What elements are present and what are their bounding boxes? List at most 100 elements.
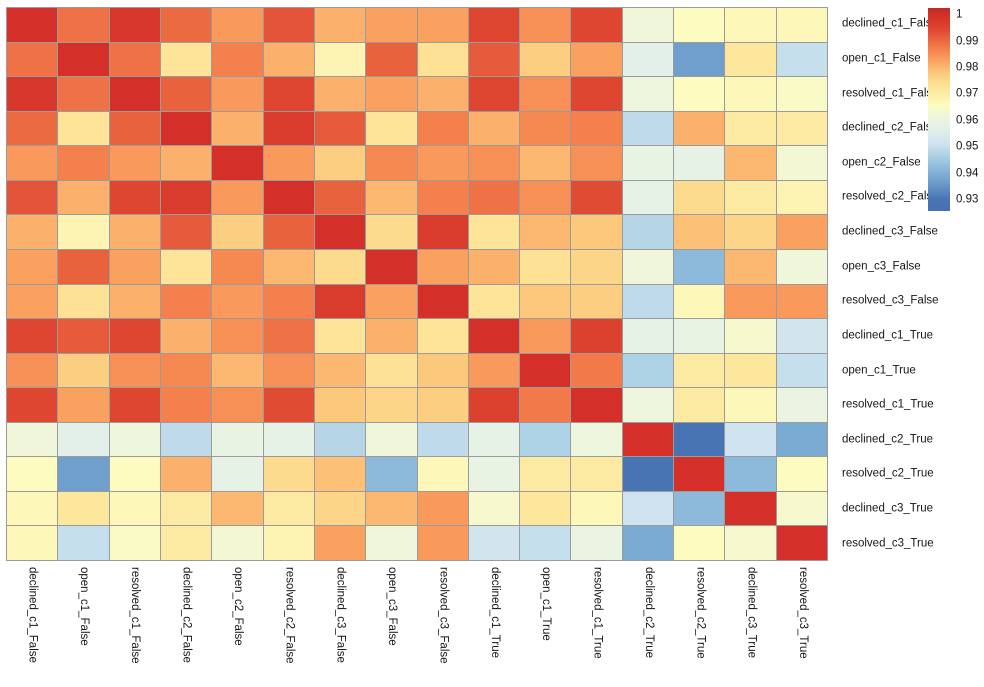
heatmap-cell bbox=[7, 423, 57, 457]
heatmap-cell bbox=[161, 388, 211, 422]
heatmap-cell bbox=[674, 319, 724, 353]
heatmap-cell bbox=[623, 215, 673, 249]
heatmap-cell bbox=[674, 354, 724, 388]
heatmap-cell bbox=[571, 285, 621, 319]
heatmap-cell bbox=[58, 8, 108, 42]
heatmap-cell bbox=[7, 215, 57, 249]
heatmap-cell bbox=[58, 43, 108, 77]
heatmap-cell bbox=[520, 526, 570, 560]
colorbar-tick-label: 0.97 bbox=[956, 89, 978, 101]
heatmap-cell bbox=[520, 423, 570, 457]
heatmap-cell bbox=[315, 112, 365, 146]
heatmap-cell bbox=[777, 112, 827, 146]
heatmap-cell bbox=[212, 423, 262, 457]
heatmap-cell bbox=[469, 457, 519, 491]
heatmap-cell bbox=[212, 319, 262, 353]
heatmap-cell bbox=[623, 250, 673, 284]
heatmap-cell bbox=[469, 492, 519, 526]
heatmap-cell bbox=[212, 354, 262, 388]
heatmap-cell bbox=[777, 319, 827, 353]
heatmap-cell bbox=[777, 146, 827, 180]
heatmap-cell bbox=[520, 492, 570, 526]
heatmap-cell bbox=[777, 457, 827, 491]
heatmap-cell bbox=[674, 112, 724, 146]
heatmap-cell bbox=[7, 250, 57, 284]
heatmap-cell bbox=[58, 492, 108, 526]
heatmap-cell bbox=[725, 457, 775, 491]
heatmap-cell bbox=[110, 423, 160, 457]
heatmap-cell bbox=[366, 146, 416, 180]
heatmap-cell bbox=[520, 112, 570, 146]
heatmap-cell bbox=[777, 526, 827, 560]
row-label: open_c1_False bbox=[842, 53, 921, 65]
heatmap-cell bbox=[520, 250, 570, 284]
heatmap-cell bbox=[264, 388, 314, 422]
heatmap-cell bbox=[674, 77, 724, 111]
col-label: declined_c1_False bbox=[26, 567, 38, 663]
heatmap-cell bbox=[161, 423, 211, 457]
heatmap-cell bbox=[725, 388, 775, 422]
heatmap-cell bbox=[469, 77, 519, 111]
row-label: resolved_c2_False bbox=[842, 192, 939, 204]
row-label: resolved_c3_False bbox=[842, 296, 939, 308]
heatmap-cell bbox=[161, 181, 211, 215]
heatmap-cell bbox=[110, 354, 160, 388]
heatmap-cell bbox=[725, 43, 775, 77]
heatmap-cell bbox=[264, 215, 314, 249]
heatmap-cell bbox=[623, 8, 673, 42]
row-label: open_c3_False bbox=[842, 261, 921, 273]
heatmap-cell bbox=[674, 388, 724, 422]
col-label: resolved_c2_True bbox=[694, 567, 706, 659]
heatmap-cell bbox=[777, 215, 827, 249]
heatmap-cell bbox=[161, 354, 211, 388]
col-label: open_c2_False bbox=[231, 567, 243, 646]
heatmap-cell bbox=[777, 77, 827, 111]
heatmap-cell bbox=[469, 526, 519, 560]
heatmap-cell bbox=[264, 423, 314, 457]
heatmap-cell bbox=[212, 215, 262, 249]
heatmap-cell bbox=[212, 43, 262, 77]
heatmap-cell bbox=[418, 215, 468, 249]
heatmap-cell bbox=[212, 457, 262, 491]
heatmap-cell bbox=[315, 526, 365, 560]
heatmap-cell bbox=[366, 112, 416, 146]
heatmap-cell bbox=[161, 319, 211, 353]
heatmap-cell bbox=[674, 181, 724, 215]
heatmap-cell bbox=[777, 43, 827, 77]
heatmap-cell bbox=[212, 526, 262, 560]
heatmap-cell bbox=[520, 215, 570, 249]
heatmap-cell bbox=[315, 319, 365, 353]
heatmap-cell bbox=[469, 250, 519, 284]
heatmap-cell bbox=[58, 526, 108, 560]
heatmap-cell bbox=[777, 423, 827, 457]
heatmap-cell bbox=[520, 457, 570, 491]
heatmap-cell bbox=[7, 354, 57, 388]
heatmap-cell bbox=[110, 146, 160, 180]
heatmap-cell bbox=[110, 492, 160, 526]
heatmap-cell bbox=[623, 457, 673, 491]
heatmap-cell bbox=[110, 215, 160, 249]
heatmap-cell bbox=[161, 43, 211, 77]
col-label: open_c3_False bbox=[386, 567, 398, 646]
heatmap-cell bbox=[623, 285, 673, 319]
heatmap-cell bbox=[366, 319, 416, 353]
heatmap-cell bbox=[623, 146, 673, 180]
heatmap-cell bbox=[58, 388, 108, 422]
heatmap-cell bbox=[777, 250, 827, 284]
heatmap-cell bbox=[161, 285, 211, 319]
heatmap-cell bbox=[725, 354, 775, 388]
heatmap-cell bbox=[7, 285, 57, 319]
heatmap-cell bbox=[315, 423, 365, 457]
heatmap-cell bbox=[366, 77, 416, 111]
heatmap-cell bbox=[418, 77, 468, 111]
row-label: declined_c3_False bbox=[842, 226, 938, 238]
heatmap-cell bbox=[674, 43, 724, 77]
heatmap-cell bbox=[7, 526, 57, 560]
heatmap-cell bbox=[264, 43, 314, 77]
heatmap-cell bbox=[315, 250, 365, 284]
heatmap-cell bbox=[571, 526, 621, 560]
colorbar-tick-label: 1 bbox=[956, 9, 962, 21]
heatmap-cell bbox=[212, 285, 262, 319]
heatmap-cell bbox=[623, 181, 673, 215]
heatmap-cell bbox=[366, 43, 416, 77]
